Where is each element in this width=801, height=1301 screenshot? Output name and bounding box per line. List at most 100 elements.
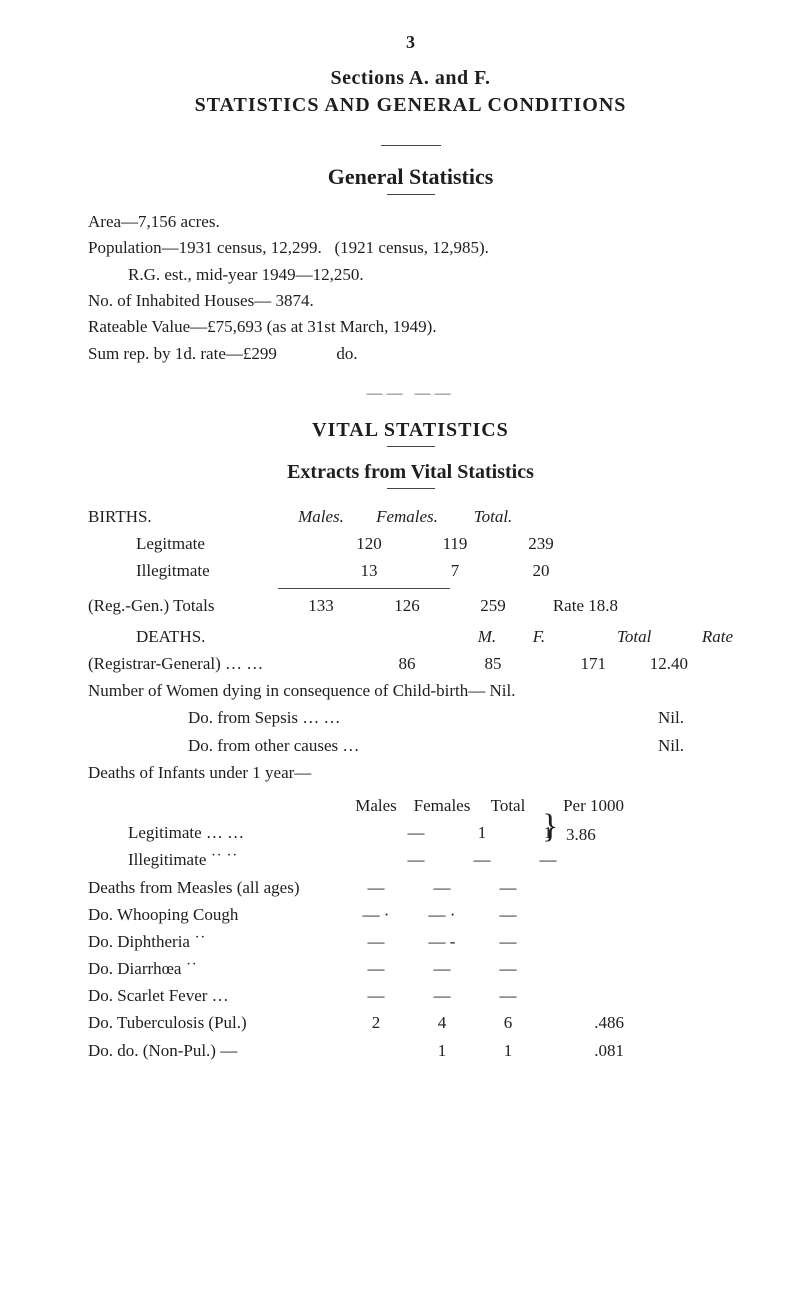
cell: — bbox=[478, 928, 538, 955]
cell: — bbox=[406, 955, 478, 982]
cell: — bbox=[386, 819, 446, 846]
rate-label: Rate 18.8 bbox=[536, 592, 618, 619]
row-label: Do. Whooping Cough bbox=[88, 901, 346, 928]
page: 3 Sections A. and F. STATISTICS AND GENE… bbox=[0, 0, 801, 1301]
deaths-block: DEATHS. M. F. Total Rate (Registrar-Gene… bbox=[88, 623, 733, 786]
cell: — bbox=[478, 982, 538, 1009]
infants-line: Deaths of Infants under 1 year— bbox=[88, 759, 311, 786]
brace-value: 3.86 bbox=[566, 825, 596, 845]
cell: — bbox=[406, 874, 478, 901]
sum-rep-line: Sum rep. by 1d. rate—£299 do. bbox=[88, 341, 733, 367]
row-label: (Reg.-Gen.) Totals bbox=[88, 592, 278, 619]
table-row: Do. Diarrhœa ˙˙——— bbox=[88, 955, 733, 982]
cell bbox=[346, 1037, 406, 1064]
cell: — bbox=[406, 982, 478, 1009]
row-label: Do. Scarlet Fever … bbox=[88, 982, 346, 1009]
births-label: BIRTHS. bbox=[88, 503, 278, 530]
table-row: Do. Scarlet Fever …——— bbox=[88, 982, 733, 1009]
col-females: Females. bbox=[364, 503, 450, 530]
general-statistics-title: General Statistics bbox=[88, 164, 733, 190]
cell: 2 bbox=[346, 1009, 406, 1036]
cell: Nil. bbox=[658, 732, 684, 759]
cell: — · bbox=[406, 901, 478, 928]
cell: .486 bbox=[538, 1009, 624, 1036]
cell: 171 bbox=[536, 650, 606, 677]
table-row: Do. do. (Non-Pul.) —11.081 bbox=[88, 1037, 733, 1064]
houses-line: No. of Inhabited Houses— 3874. bbox=[88, 288, 733, 314]
brace-icon: } bbox=[542, 817, 558, 837]
col-rate: Rate bbox=[651, 623, 733, 650]
cell bbox=[538, 874, 624, 901]
cell: 119 bbox=[412, 530, 498, 557]
cell bbox=[538, 901, 624, 928]
cell: — bbox=[346, 874, 406, 901]
cell: 4 bbox=[406, 1009, 478, 1036]
cell: 120 bbox=[326, 530, 412, 557]
row-label: Illegitimate ˙˙ ˙˙ bbox=[88, 846, 386, 873]
registrar-label: (Registrar-General) … … bbox=[88, 650, 364, 677]
col-total: Total bbox=[582, 623, 652, 650]
cell: 13 bbox=[326, 557, 412, 584]
row-label: Legitmate bbox=[88, 530, 326, 557]
rateable-line: Rateable Value—£75,693 (as at 31st March… bbox=[88, 314, 733, 340]
cell: — bbox=[518, 846, 578, 873]
cell: — bbox=[346, 928, 406, 955]
col-males: Males. bbox=[278, 503, 364, 530]
rule-under-heading bbox=[381, 145, 441, 146]
row-label: Illegitmate bbox=[88, 557, 326, 584]
row-label: Do. Diarrhœa ˙˙ bbox=[88, 955, 346, 982]
cell: Nil. bbox=[658, 704, 684, 731]
cell: — bbox=[446, 846, 518, 873]
cell: 133 bbox=[278, 592, 364, 619]
cell: — bbox=[386, 846, 446, 873]
cell: 6 bbox=[478, 1009, 538, 1036]
cell: 20 bbox=[498, 557, 584, 584]
main-heading: STATISTICS AND GENERAL CONDITIONS bbox=[88, 94, 733, 117]
row-label: Do. do. (Non-Pul.) — bbox=[88, 1037, 346, 1064]
cell: — bbox=[346, 955, 406, 982]
cell: — bbox=[346, 982, 406, 1009]
general-stats-body: Area—7,156 acres. Population—1931 census… bbox=[88, 209, 733, 367]
cell: — - bbox=[406, 928, 478, 955]
page-number: 3 bbox=[88, 32, 733, 53]
row-label: Do. Diphtheria ˙˙ bbox=[88, 928, 346, 955]
col-total: Total bbox=[478, 792, 538, 819]
cell: — bbox=[478, 901, 538, 928]
women-dying-line: Number of Women dying in consequence of … bbox=[88, 677, 516, 704]
table-row: Deaths from Measles (all ages)——— bbox=[88, 874, 733, 901]
cell bbox=[538, 928, 624, 955]
births-table: BIRTHS. Males. Females. Total. Legitmate… bbox=[88, 503, 733, 619]
col-females: Females bbox=[406, 792, 478, 819]
population-line: Population—1931 census, 12,299. (1921 ce… bbox=[88, 235, 733, 261]
row-label: Legitimate … … bbox=[88, 819, 386, 846]
cell bbox=[538, 982, 624, 1009]
sections-heading: Sections A. and F. bbox=[88, 67, 733, 90]
cell: .081 bbox=[538, 1037, 624, 1064]
cell: 1 bbox=[406, 1037, 478, 1064]
col-f: F. bbox=[496, 623, 582, 650]
extracts-title: Extracts from Vital Statistics bbox=[88, 461, 733, 484]
cell: — · bbox=[346, 901, 406, 928]
rule-under-extracts bbox=[387, 488, 435, 489]
cell: 85 bbox=[450, 650, 536, 677]
table-row: Do. Diphtheria ˙˙—— -— bbox=[88, 928, 733, 955]
cell: — bbox=[478, 874, 538, 901]
cell: 1 bbox=[478, 1037, 538, 1064]
cell: 239 bbox=[498, 530, 584, 557]
deaths-label: DEATHS. bbox=[88, 623, 325, 650]
cell: 7 bbox=[412, 557, 498, 584]
cell: 1 bbox=[446, 819, 518, 846]
cell: 12.40 bbox=[606, 650, 688, 677]
row-label: Do. Tuberculosis (Pul.) bbox=[88, 1009, 346, 1036]
cell: — bbox=[478, 955, 538, 982]
col-total: Total. bbox=[450, 503, 536, 530]
cell: 259 bbox=[450, 592, 536, 619]
rule-under-vital bbox=[387, 446, 435, 447]
row-label: Deaths from Measles (all ages) bbox=[88, 874, 346, 901]
do-line: Do. from Sepsis … … bbox=[88, 704, 658, 731]
vital-title: VITAL STATISTICS bbox=[88, 419, 733, 442]
rule-under-general bbox=[387, 194, 435, 195]
col-males: Males bbox=[346, 792, 406, 819]
cell: 86 bbox=[364, 650, 450, 677]
cell bbox=[538, 955, 624, 982]
